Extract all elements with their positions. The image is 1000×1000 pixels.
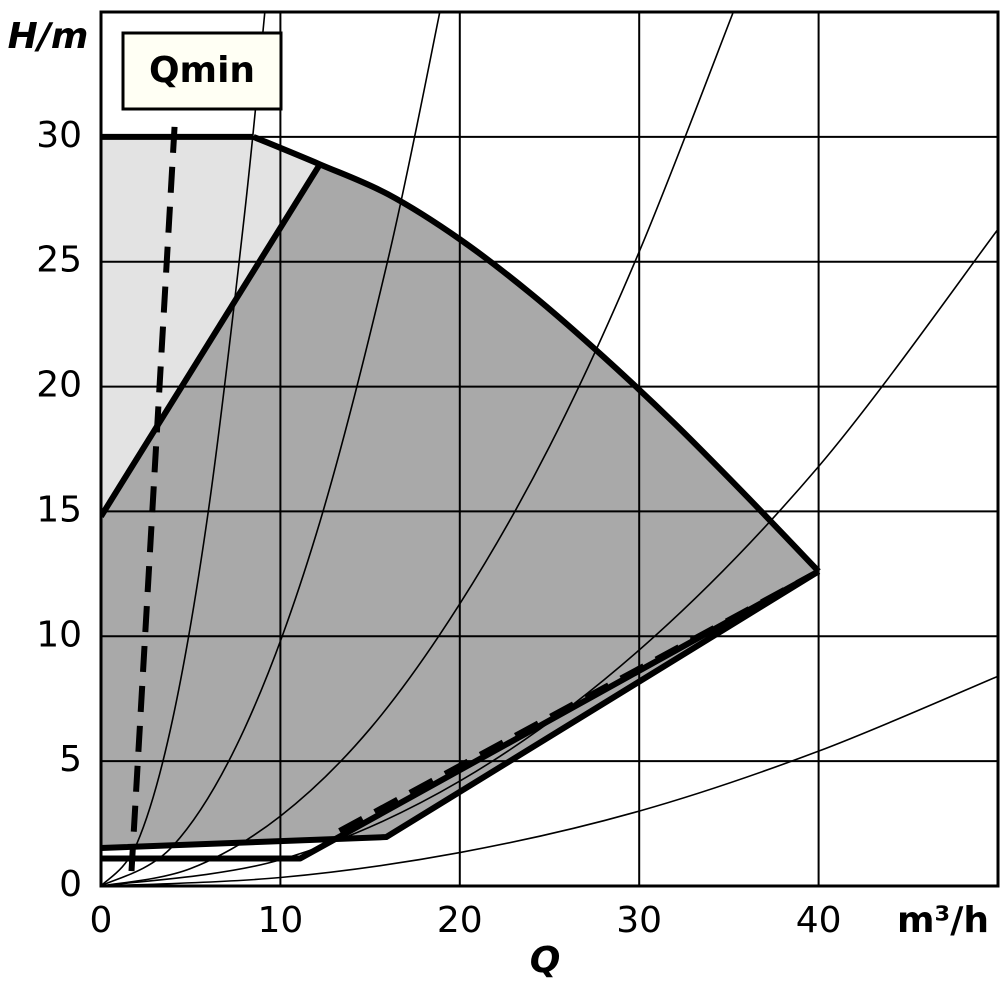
- y-axis-label: H/m: [8, 16, 89, 57]
- x-axis-label: Q: [530, 940, 561, 981]
- y-tick-label: 25: [36, 240, 82, 281]
- x-tick-label: 20: [437, 900, 483, 941]
- annotation: Qmin: [149, 50, 255, 91]
- y-tick-label: 30: [36, 115, 82, 156]
- y-tick-label: 15: [36, 489, 82, 530]
- labels: 0 5 10 15 20 25 30 0 10 20 30 40: [36, 115, 841, 941]
- curve: [252, 134, 821, 574]
- curve: [101, 12, 735, 886]
- x-tick-label: 40: [796, 900, 842, 941]
- curve: [101, 568, 821, 852]
- y-tick-label: 5: [59, 739, 82, 780]
- curve: [101, 12, 266, 886]
- curve: [101, 675, 998, 886]
- plot-frame: [99, 10, 1000, 888]
- curve: [101, 162, 323, 519]
- x-unit: m³/h: [897, 900, 989, 941]
- y-tick-label: 20: [36, 365, 82, 406]
- curve: [338, 568, 821, 834]
- x-tick-label: 10: [257, 900, 303, 941]
- curve: [101, 568, 821, 862]
- curve: [128, 126, 178, 872]
- annotation-box: [121, 31, 283, 111]
- y-tick-label: 0: [59, 864, 82, 905]
- lines: [101, 12, 998, 886]
- y-tick-label: 10: [36, 614, 82, 655]
- x-tick-label: 0: [90, 900, 113, 941]
- x-tick-label: 30: [616, 900, 662, 941]
